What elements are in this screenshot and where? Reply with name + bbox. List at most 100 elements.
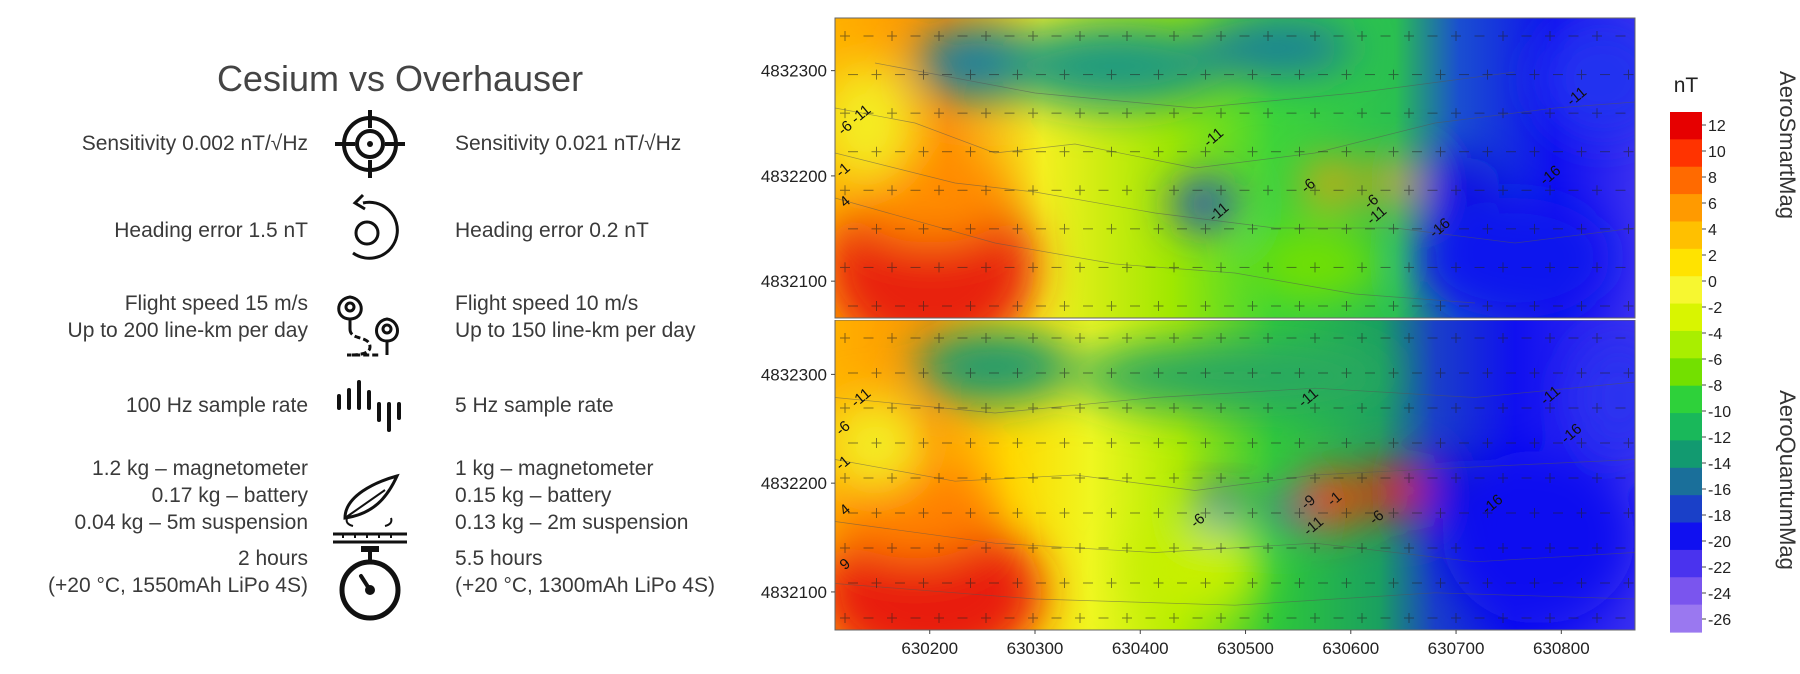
colorbar-swatch: [1670, 549, 1702, 578]
spec-left-line: Heading error 1.5 nT: [114, 219, 308, 242]
colorbar-tick-label: -18: [1708, 508, 1731, 525]
colorbar-tick-label: -26: [1708, 612, 1731, 629]
colorbar-tick-label: 4: [1708, 222, 1717, 239]
colorbar-tick-label: -22: [1708, 560, 1731, 577]
x-tick-label: 630400: [1112, 639, 1169, 658]
spec-left-line: 100 Hz sample rate: [125, 394, 308, 417]
y-tick-label: 4832200: [761, 167, 827, 186]
contour-line: [835, 521, 1635, 563]
contour-lines: [835, 381, 1635, 606]
spec-right-line: 0.15 kg – battery: [455, 484, 612, 507]
measurement-marks: [840, 333, 1634, 623]
spec-left-line: 2 hours: [237, 547, 308, 570]
spec-right-2: Flight speed 10 m/s Up to 150 line-km per…: [455, 290, 695, 344]
spec-right-line: (+20 °C, 1300mAh LiPo 4S): [455, 574, 715, 597]
spec-right-5: 5.5 hours (+20 °C, 1300mAh LiPo 4S): [455, 545, 715, 599]
colorbar-tick-label: -4: [1708, 326, 1722, 343]
colorbar-swatch: [1670, 139, 1702, 168]
colorbar-tick-label: -8: [1708, 378, 1722, 395]
x-tick-label: 630600: [1322, 639, 1379, 658]
spec-left-4: 1.2 kg – magnetometer 0.17 kg – battery 0.…: [75, 455, 308, 536]
colorbar-tick-label: 8: [1708, 170, 1717, 187]
colorbar-swatch: [1670, 577, 1702, 606]
anomaly-blob: [851, 153, 1011, 243]
x-tick-label: 630700: [1428, 639, 1485, 658]
colorbar-tick-label: -14: [1708, 456, 1731, 473]
anomaly-blob: [1003, 24, 1227, 108]
colorbar-tick-label: 6: [1708, 196, 1717, 213]
colorbar-swatch: [1670, 522, 1702, 551]
plot-frame: [834, 320, 1636, 631]
anomaly-blob: [1075, 338, 1395, 413]
map-vertical-label: AeroSmartMagOverhauser type: [1775, 64, 1800, 227]
y-tick-label: 4832300: [761, 365, 827, 384]
spec-left-line: 0.04 kg – 5m suspension: [74, 511, 308, 534]
spec-right-0: Sensitivity 0.021 nT/√Hz: [455, 130, 681, 157]
measurement-marks: [840, 31, 1634, 311]
spec-right-line: Up to 150 line-km per day: [455, 319, 696, 342]
colorbar-swatch: [1670, 358, 1702, 387]
spec-right-1: Heading error 0.2 nT: [455, 217, 649, 244]
colorbar-swatch: [1670, 495, 1702, 524]
colorbar-swatch: [1670, 330, 1702, 359]
spec-left-5: 2 hours (+20 °C, 1550mAh LiPo 4S): [48, 545, 308, 599]
spec-right-3: 5 Hz sample rate: [455, 392, 614, 419]
map-cesium: -11 -6 -1 4 9 -6 -9 -11 -1 -6 -16 -16 -11 -11 4832300 4…: [740, 320, 1640, 674]
heatmap-anomalies: [835, 18, 1635, 318]
colorbar-swatch: [1670, 385, 1702, 414]
anomaly-blob: [915, 329, 1075, 404]
heatmap-field: [835, 320, 1635, 630]
sound-wave-icon: [325, 366, 415, 446]
y-tick-label: 4832100: [761, 272, 827, 291]
colorbar-swatch: [1670, 440, 1702, 469]
contour-line: [835, 152, 1635, 244]
rotate-arrow-icon: [325, 191, 415, 271]
anomaly-blob: [1199, 487, 1239, 525]
x-tick-label: 630500: [1217, 639, 1274, 658]
feather-scale-icon: [325, 468, 415, 548]
heatmap-field: [835, 18, 1635, 318]
colorbar-tick-label: 12: [1708, 118, 1726, 135]
contour-line: [874, 62, 1516, 109]
contour-line: [835, 197, 1476, 304]
colorbar-panel: 12 10 8 6 4 2 0 -2 -4 -6 -8 -10 -12 -14 -16 -18 -20 -22 -2…: [1640, 0, 1800, 674]
anomaly-blob: [1131, 521, 1259, 615]
x-tick-label: 630300: [1007, 639, 1064, 658]
colorbar-swatch: [1670, 166, 1702, 195]
plot-frame: [834, 17, 1636, 319]
heatmap-anomalies: [835, 329, 1635, 630]
anomaly-blob: [1171, 180, 1235, 228]
y-tick-label: 4832300: [761, 62, 827, 81]
colorbar-swatch: [1670, 467, 1702, 496]
spec-left-line: Up to 200 line-km per day: [67, 319, 308, 342]
colorbar-tick-label: -10: [1708, 404, 1731, 421]
colorbar-swatch: [1670, 604, 1702, 633]
spec-right-line: Flight speed 10 m/s: [455, 292, 639, 315]
map-overhauser-svg: -11-6-14-11-11-6-6-11 -16-16-114832300483…: [761, 17, 1636, 319]
colorbar-tick-label: -12: [1708, 430, 1731, 447]
spec-left-3: 100 Hz sample rate: [126, 392, 308, 419]
colorbar-svg: 12 10 8 6 4 2 0 -2 -4 -6 -8 -10 -12 -14 -16 -18 -20 -22 -2…: [1670, 64, 1800, 633]
spec-left-1: Heading error 1.5 nT: [114, 217, 308, 244]
colorbar-swatch: [1670, 194, 1702, 223]
spec-right-line: 0.13 kg – 2m suspension: [455, 511, 689, 534]
colorbar-unit: nT: [1674, 74, 1699, 97]
anomaly-blob: [1419, 198, 1611, 318]
spec-left-2: Flight speed 15 m/s Up to 200 line-km per…: [68, 290, 308, 344]
spec-left-line: (+20 °C, 1550mAh LiPo 4S): [48, 574, 308, 597]
x-tick-label: 630200: [901, 639, 958, 658]
colorbar-tick-label: -16: [1708, 482, 1731, 499]
stopwatch-icon: [325, 544, 415, 624]
spec-left-line: 1.2 kg – magnetometer: [92, 457, 308, 480]
spec-left-line: Flight speed 15 m/s: [124, 292, 308, 315]
spec-right-line: Sensitivity 0.021 nT/√Hz: [455, 132, 682, 155]
map-overhauser: -11 -6 -1 4 -11 -11 -6 -6 -11 -16 -16 -11 4832300 483…: [740, 10, 1640, 340]
colorbar-tick-label: 0: [1708, 274, 1717, 291]
spec-left-0: Sensitivity 0.002 nT/√Hz: [82, 130, 308, 157]
colorbar-tick-label: -24: [1708, 586, 1731, 603]
colorbar-tick-label: -2: [1708, 300, 1722, 317]
contour-line: [835, 583, 1635, 606]
spec-left-line: Sensitivity 0.002 nT/√Hz: [81, 132, 308, 155]
colorbar-swatch: [1670, 221, 1702, 250]
anomaly-blob: [1571, 335, 1635, 460]
